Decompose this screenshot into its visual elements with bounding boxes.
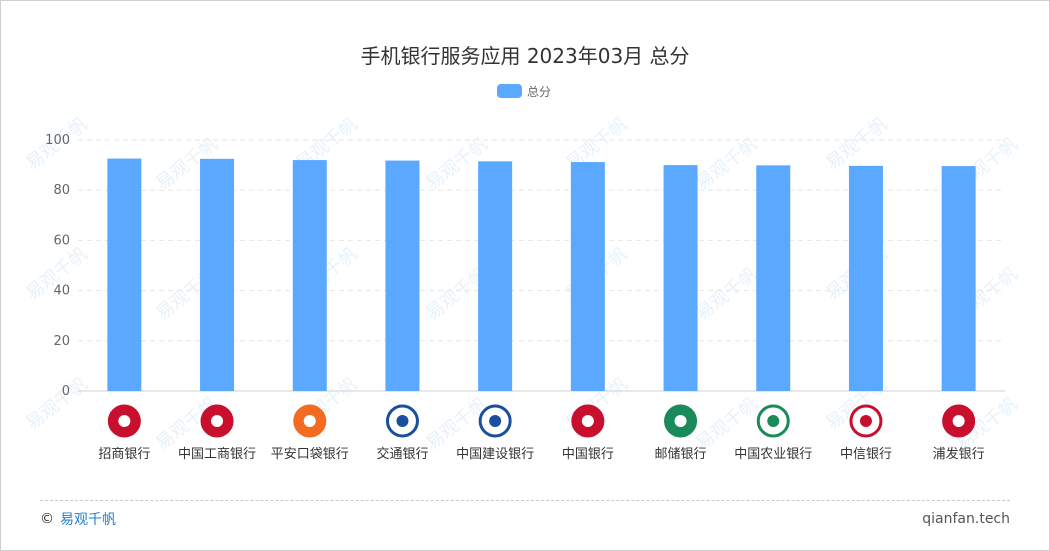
y-tick-label: 100 [45, 133, 70, 148]
footer-copyright: © 易观千帆 [40, 509, 116, 529]
citic-logo-icon [849, 404, 883, 438]
spdb-logo-icon [942, 404, 976, 438]
bar-chart: 0 20 40 60 80 100 招商银行 中国工商银行 平安口袋银行 交通银行 中国建设银行 中国… [45, 133, 1005, 462]
icbc-logo-icon [200, 404, 234, 438]
bocom-logo-icon [385, 404, 419, 438]
chart-title: 手机银行服务应用 2023年03月 总分 [360, 44, 690, 68]
category-label: 中信银行 [840, 447, 892, 462]
ccb-logo-icon [478, 404, 512, 438]
footer-divider [40, 500, 1010, 501]
abc-logo-icon [756, 404, 790, 438]
y-tick-label: 80 [53, 183, 70, 198]
y-tick-label: 60 [53, 233, 70, 248]
pingan-logo-icon [293, 404, 327, 438]
footer-site[interactable]: qianfan.tech [922, 511, 1010, 527]
legend-swatch [497, 84, 522, 98]
bar [292, 160, 327, 391]
y-tick-label: 20 [53, 334, 70, 349]
psbc-logo-icon [664, 404, 698, 438]
category-label: 交通银行 [376, 446, 428, 462]
bar [107, 158, 142, 391]
category-label: 招商银行 [98, 447, 150, 462]
legend-label: 总分 [527, 84, 552, 99]
y-tick-label: 0 [62, 384, 70, 399]
bar [385, 160, 420, 391]
y-tick-label: 40 [53, 284, 70, 299]
bar [848, 165, 883, 391]
category-label: 中国农业银行 [734, 447, 812, 462]
legend[interactable]: 总分 [497, 82, 551, 100]
copyright-symbol: © [40, 511, 54, 527]
category-label: 中国银行 [562, 447, 614, 462]
boc-logo-icon [571, 404, 605, 438]
bar [570, 162, 605, 391]
category-label: 平安口袋银行 [271, 447, 349, 462]
footer-brand[interactable]: 易观千帆 [60, 512, 116, 528]
category-label: 中国工商银行 [178, 447, 256, 462]
cmb-logo-icon [107, 404, 141, 438]
bar [478, 161, 513, 391]
bar [756, 165, 791, 391]
bar [941, 166, 976, 391]
bar [663, 165, 698, 391]
category-label: 中国建设银行 [456, 447, 534, 462]
category-label: 邮储银行 [655, 447, 707, 462]
bar [200, 158, 235, 391]
category-label: 浦发银行 [933, 446, 985, 462]
